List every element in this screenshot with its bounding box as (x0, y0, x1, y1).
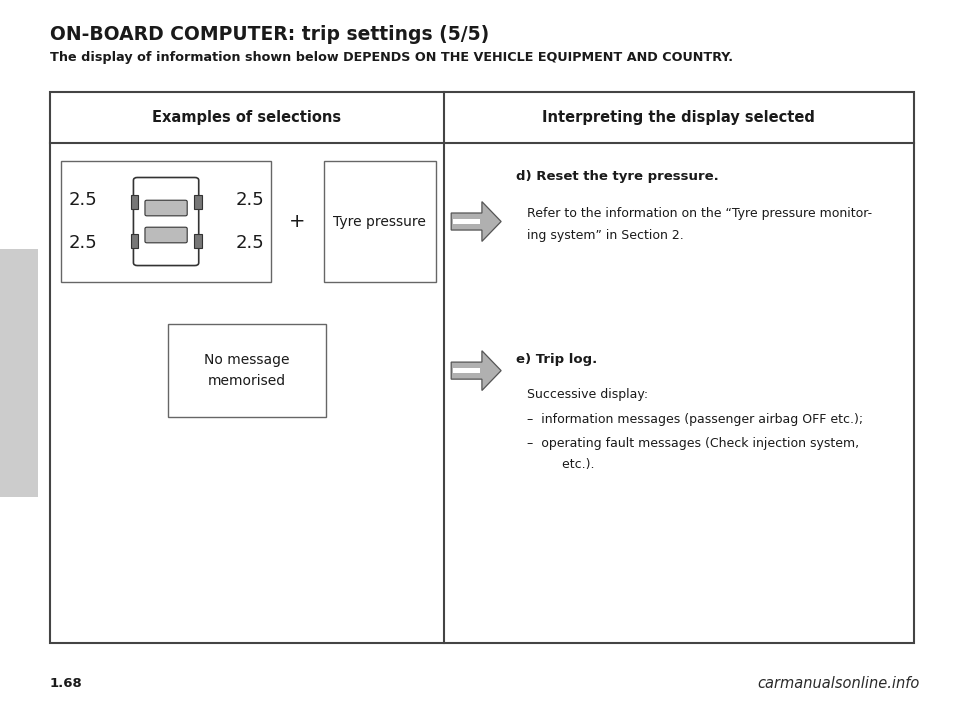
Text: 1.68: 1.68 (50, 677, 83, 689)
FancyBboxPatch shape (145, 200, 187, 216)
Bar (50, 92, 914, 643)
Polygon shape (451, 202, 501, 241)
Polygon shape (451, 351, 501, 391)
Text: The display of information shown below DEPENDS ON THE VEHICLE EQUIPMENT AND COUN: The display of information shown below D… (50, 51, 732, 64)
Text: +: + (289, 212, 306, 231)
Text: e) Trip log.: e) Trip log. (516, 353, 597, 366)
Text: Tyre pressure: Tyre pressure (333, 214, 426, 229)
Polygon shape (453, 219, 480, 224)
Bar (61, 161, 271, 282)
Polygon shape (453, 368, 480, 373)
Text: Interpreting the display selected: Interpreting the display selected (542, 110, 815, 126)
Text: etc.).: etc.). (546, 458, 595, 471)
Text: Successive display:: Successive display: (527, 388, 648, 401)
Text: carmanualsonline.info: carmanualsonline.info (757, 675, 920, 691)
Bar (194, 195, 202, 209)
FancyBboxPatch shape (133, 178, 199, 266)
Text: Examples of selections: Examples of selections (152, 110, 342, 126)
Text: ON-BOARD COMPUTER: trip settings (5/5): ON-BOARD COMPUTER: trip settings (5/5) (50, 25, 490, 44)
Text: ing system” in Section 2.: ing system” in Section 2. (527, 229, 684, 241)
Bar (131, 234, 138, 248)
Text: Refer to the information on the “Tyre pressure monitor-: Refer to the information on the “Tyre pr… (527, 207, 873, 220)
Text: d) Reset the tyre pressure.: d) Reset the tyre pressure. (516, 170, 718, 183)
Bar (0, 248, 38, 497)
FancyBboxPatch shape (145, 227, 187, 243)
Bar (194, 234, 202, 248)
Text: 2.5: 2.5 (235, 234, 264, 252)
Text: –  operating fault messages (Check injection system,: – operating fault messages (Check inject… (527, 437, 859, 449)
Text: –  information messages (passenger airbag OFF etc.);: – information messages (passenger airbag… (527, 413, 863, 426)
Text: 2.5: 2.5 (68, 234, 97, 252)
Text: 2.5: 2.5 (235, 191, 264, 209)
Bar (167, 324, 326, 417)
Bar (324, 161, 436, 282)
Text: No message
memorised: No message memorised (204, 354, 290, 388)
Text: 2.5: 2.5 (68, 191, 97, 209)
Bar (131, 195, 138, 209)
